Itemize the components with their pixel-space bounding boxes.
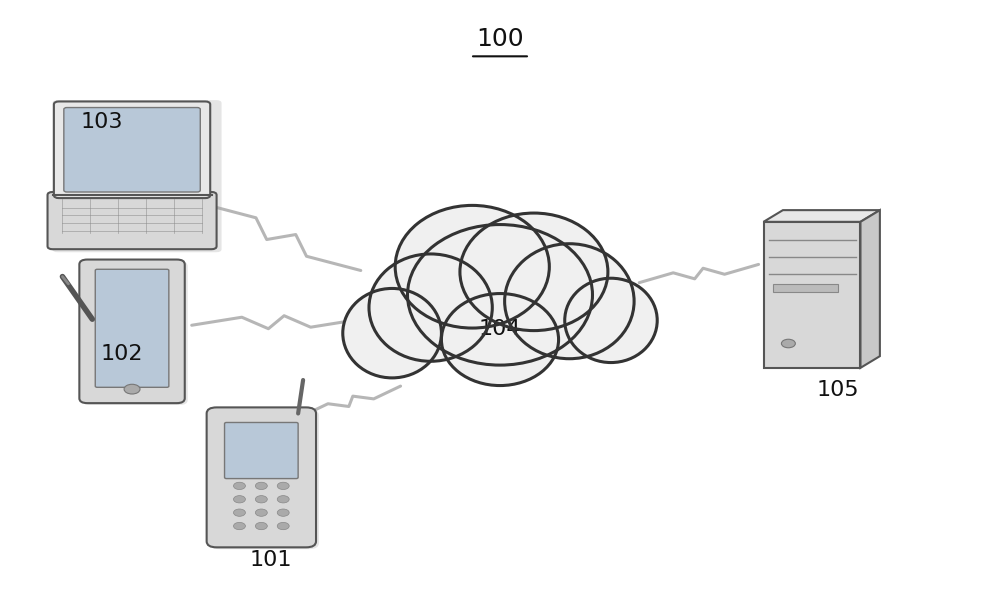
FancyBboxPatch shape [48,192,217,249]
Circle shape [233,482,245,489]
Circle shape [255,509,267,516]
Circle shape [233,523,245,530]
Circle shape [124,384,140,394]
Text: 105: 105 [817,380,859,400]
Ellipse shape [395,206,549,328]
Circle shape [233,509,245,516]
Ellipse shape [505,244,634,359]
Circle shape [277,482,289,489]
Circle shape [277,509,289,516]
FancyBboxPatch shape [54,101,210,198]
Ellipse shape [408,225,592,365]
Text: 103: 103 [81,112,123,132]
Ellipse shape [369,254,492,361]
FancyBboxPatch shape [210,409,319,549]
FancyBboxPatch shape [79,260,185,403]
FancyBboxPatch shape [53,100,222,252]
FancyBboxPatch shape [207,408,316,547]
Polygon shape [764,210,880,222]
FancyBboxPatch shape [225,422,298,478]
Text: 104: 104 [479,319,521,339]
FancyBboxPatch shape [82,262,188,405]
Text: 102: 102 [101,343,143,363]
FancyBboxPatch shape [64,107,200,192]
Ellipse shape [441,293,559,386]
Ellipse shape [343,289,441,378]
FancyBboxPatch shape [764,222,860,368]
Polygon shape [860,210,880,368]
Ellipse shape [565,278,657,362]
Circle shape [255,482,267,489]
Circle shape [781,340,795,348]
Circle shape [277,495,289,503]
Circle shape [277,523,289,530]
Ellipse shape [460,213,608,330]
Circle shape [233,495,245,503]
FancyBboxPatch shape [95,270,169,387]
FancyBboxPatch shape [773,284,838,292]
Circle shape [255,495,267,503]
Text: 100: 100 [476,27,524,51]
Circle shape [255,523,267,530]
Text: 101: 101 [250,550,293,570]
